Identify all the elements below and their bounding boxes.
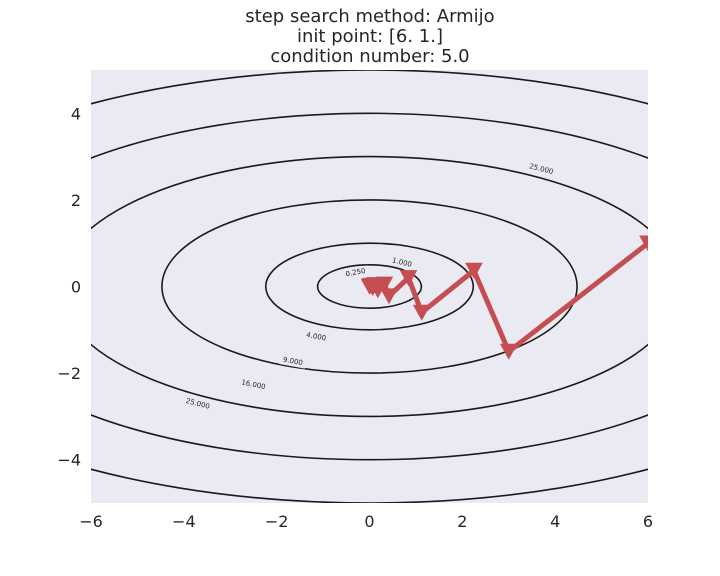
path-marker xyxy=(639,235,648,252)
path-marker xyxy=(412,304,431,321)
contour-label-gap xyxy=(302,329,330,345)
contour-label-gap xyxy=(239,377,268,393)
path-marker xyxy=(380,288,398,305)
contour-lines xyxy=(91,70,648,503)
x-tick-label: 6 xyxy=(643,512,653,531)
y-tick-label: 2 xyxy=(71,191,81,210)
contour-label-gap xyxy=(388,254,416,271)
x-tick-label: 0 xyxy=(364,512,374,531)
x-tick-label: 4 xyxy=(550,512,560,531)
y-tick-label: −2 xyxy=(57,364,81,383)
y-axis-ticks: −4 −2 0 2 4 xyxy=(57,104,81,469)
contour-level-4 xyxy=(161,199,578,374)
path-marker xyxy=(360,278,379,295)
path-marker xyxy=(465,262,483,279)
contour-label: 0.250 xyxy=(345,267,366,278)
x-axis-ticks: −6 −4 −2 0 2 4 6 xyxy=(79,512,653,531)
contour-level-9 xyxy=(91,155,648,418)
chart-title-line-2: init point: [6. 1.] xyxy=(297,26,443,47)
contour-label-gap xyxy=(527,161,556,178)
x-tick-label: −4 xyxy=(172,512,196,531)
y-tick-label: −4 xyxy=(57,451,81,470)
x-tick-label: −6 xyxy=(79,512,103,531)
descent-path xyxy=(360,235,648,360)
path-marker xyxy=(499,343,518,360)
contour-label: 9.000 xyxy=(282,356,303,367)
contour-label-gap xyxy=(279,354,307,369)
path-marker xyxy=(399,270,418,287)
y-tick-label: 0 xyxy=(71,278,81,297)
y-tick-label: 4 xyxy=(71,104,81,123)
contour-label-gap xyxy=(341,265,370,280)
contour-level-1 xyxy=(264,242,475,331)
contour-level-16 xyxy=(91,112,648,461)
chart-title-line-3: condition number: 5.0 xyxy=(270,46,469,67)
chart-title-line-1: step search method: Armijo xyxy=(245,6,494,27)
contour-label: 4.000 xyxy=(306,331,327,343)
x-tick-label: −2 xyxy=(265,512,289,531)
x-tick-label: 2 xyxy=(457,512,467,531)
contour-label-gap xyxy=(183,395,212,412)
contour-level-0_25 xyxy=(316,264,423,309)
